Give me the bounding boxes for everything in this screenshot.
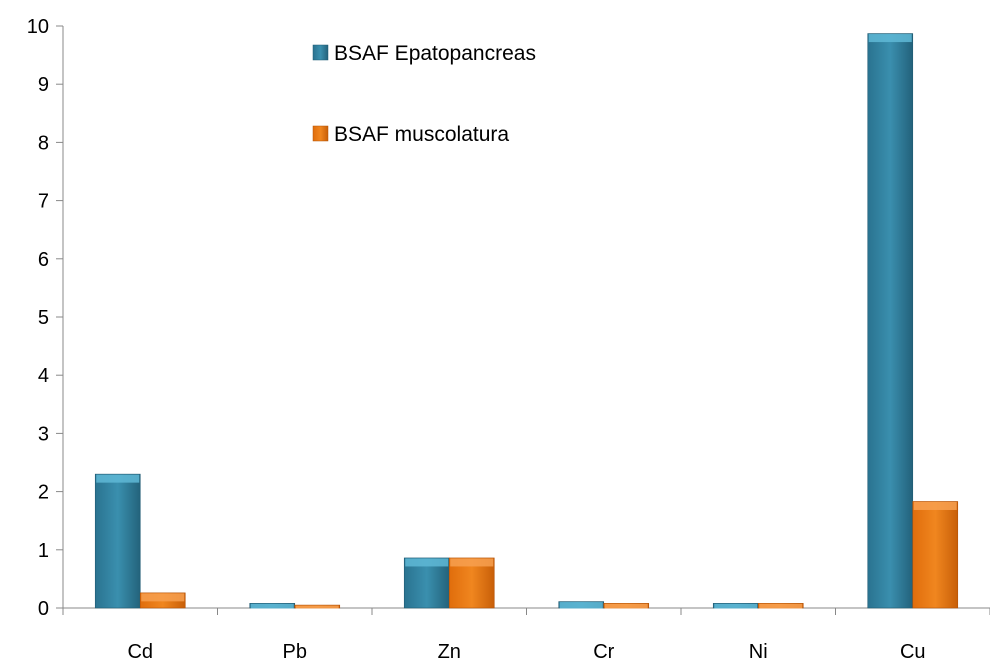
bar-body xyxy=(94,473,141,609)
bar-top-bevel xyxy=(295,605,339,609)
bar-top-bevel xyxy=(868,34,912,43)
bar xyxy=(448,557,495,609)
y-tick-label: 1 xyxy=(38,540,49,562)
legend-swatch-muscolatura xyxy=(312,125,329,142)
y-tick-label: 6 xyxy=(38,249,49,271)
y-tick-label: 2 xyxy=(38,482,49,504)
y-tick-label: 5 xyxy=(38,307,49,329)
bar-top-bevel xyxy=(450,558,494,567)
bar xyxy=(558,601,605,609)
bar xyxy=(249,603,296,609)
y-tick-label: 8 xyxy=(38,132,49,154)
legend-item-muscolatura: BSAF muscolatura xyxy=(312,123,509,146)
bar xyxy=(603,603,650,609)
legend-swatch-epatopancreas xyxy=(312,44,329,61)
bar-top-bevel xyxy=(250,603,294,609)
bar xyxy=(867,33,914,609)
y-tick-label: 10 xyxy=(27,16,49,38)
bar-top-bevel xyxy=(141,593,185,602)
bar-top-bevel xyxy=(913,501,957,510)
bar-top-bevel xyxy=(559,602,603,609)
x-tick-label: Cr xyxy=(593,641,614,663)
axes xyxy=(56,25,990,615)
legend: BSAF Epatopancreas BSAF muscolatura xyxy=(312,42,536,146)
y-tick-labels: 0 1 2 3 4 5 6 7 8 9 10 xyxy=(27,16,49,620)
bar-top-bevel xyxy=(759,603,803,609)
x-tick-label: Cd xyxy=(127,641,153,663)
bar xyxy=(139,592,186,609)
x-tick-label: Ni xyxy=(749,641,768,663)
y-tick-label: 7 xyxy=(38,191,49,213)
bar xyxy=(712,603,759,609)
x-tick-label: Zn xyxy=(438,641,461,663)
y-tick-label: 9 xyxy=(38,74,49,96)
bar xyxy=(757,603,804,609)
bar-body xyxy=(912,501,959,609)
y-tick-label: 0 xyxy=(38,598,49,620)
bars xyxy=(94,33,959,609)
y-tick-label: 4 xyxy=(38,365,49,387)
bar xyxy=(403,557,450,609)
bar-body xyxy=(867,33,914,609)
bar xyxy=(94,473,141,609)
bar-top-bevel xyxy=(405,558,449,567)
bar xyxy=(294,604,341,609)
legend-label-muscolatura: BSAF muscolatura xyxy=(334,123,509,146)
x-tick-labels: Cd Pb Zn Cr Ni Cu xyxy=(127,641,925,663)
y-tick-label: 3 xyxy=(38,423,49,445)
bar-top-bevel xyxy=(714,603,758,609)
bar-top-bevel xyxy=(604,603,648,609)
legend-item-epatopancreas: BSAF Epatopancreas xyxy=(312,42,536,65)
legend-label-epatopancreas: BSAF Epatopancreas xyxy=(334,42,536,65)
bar xyxy=(912,501,959,609)
bar-top-bevel xyxy=(96,474,140,483)
x-tick-label: Pb xyxy=(283,641,307,663)
x-tick-label: Cu xyxy=(900,641,926,663)
